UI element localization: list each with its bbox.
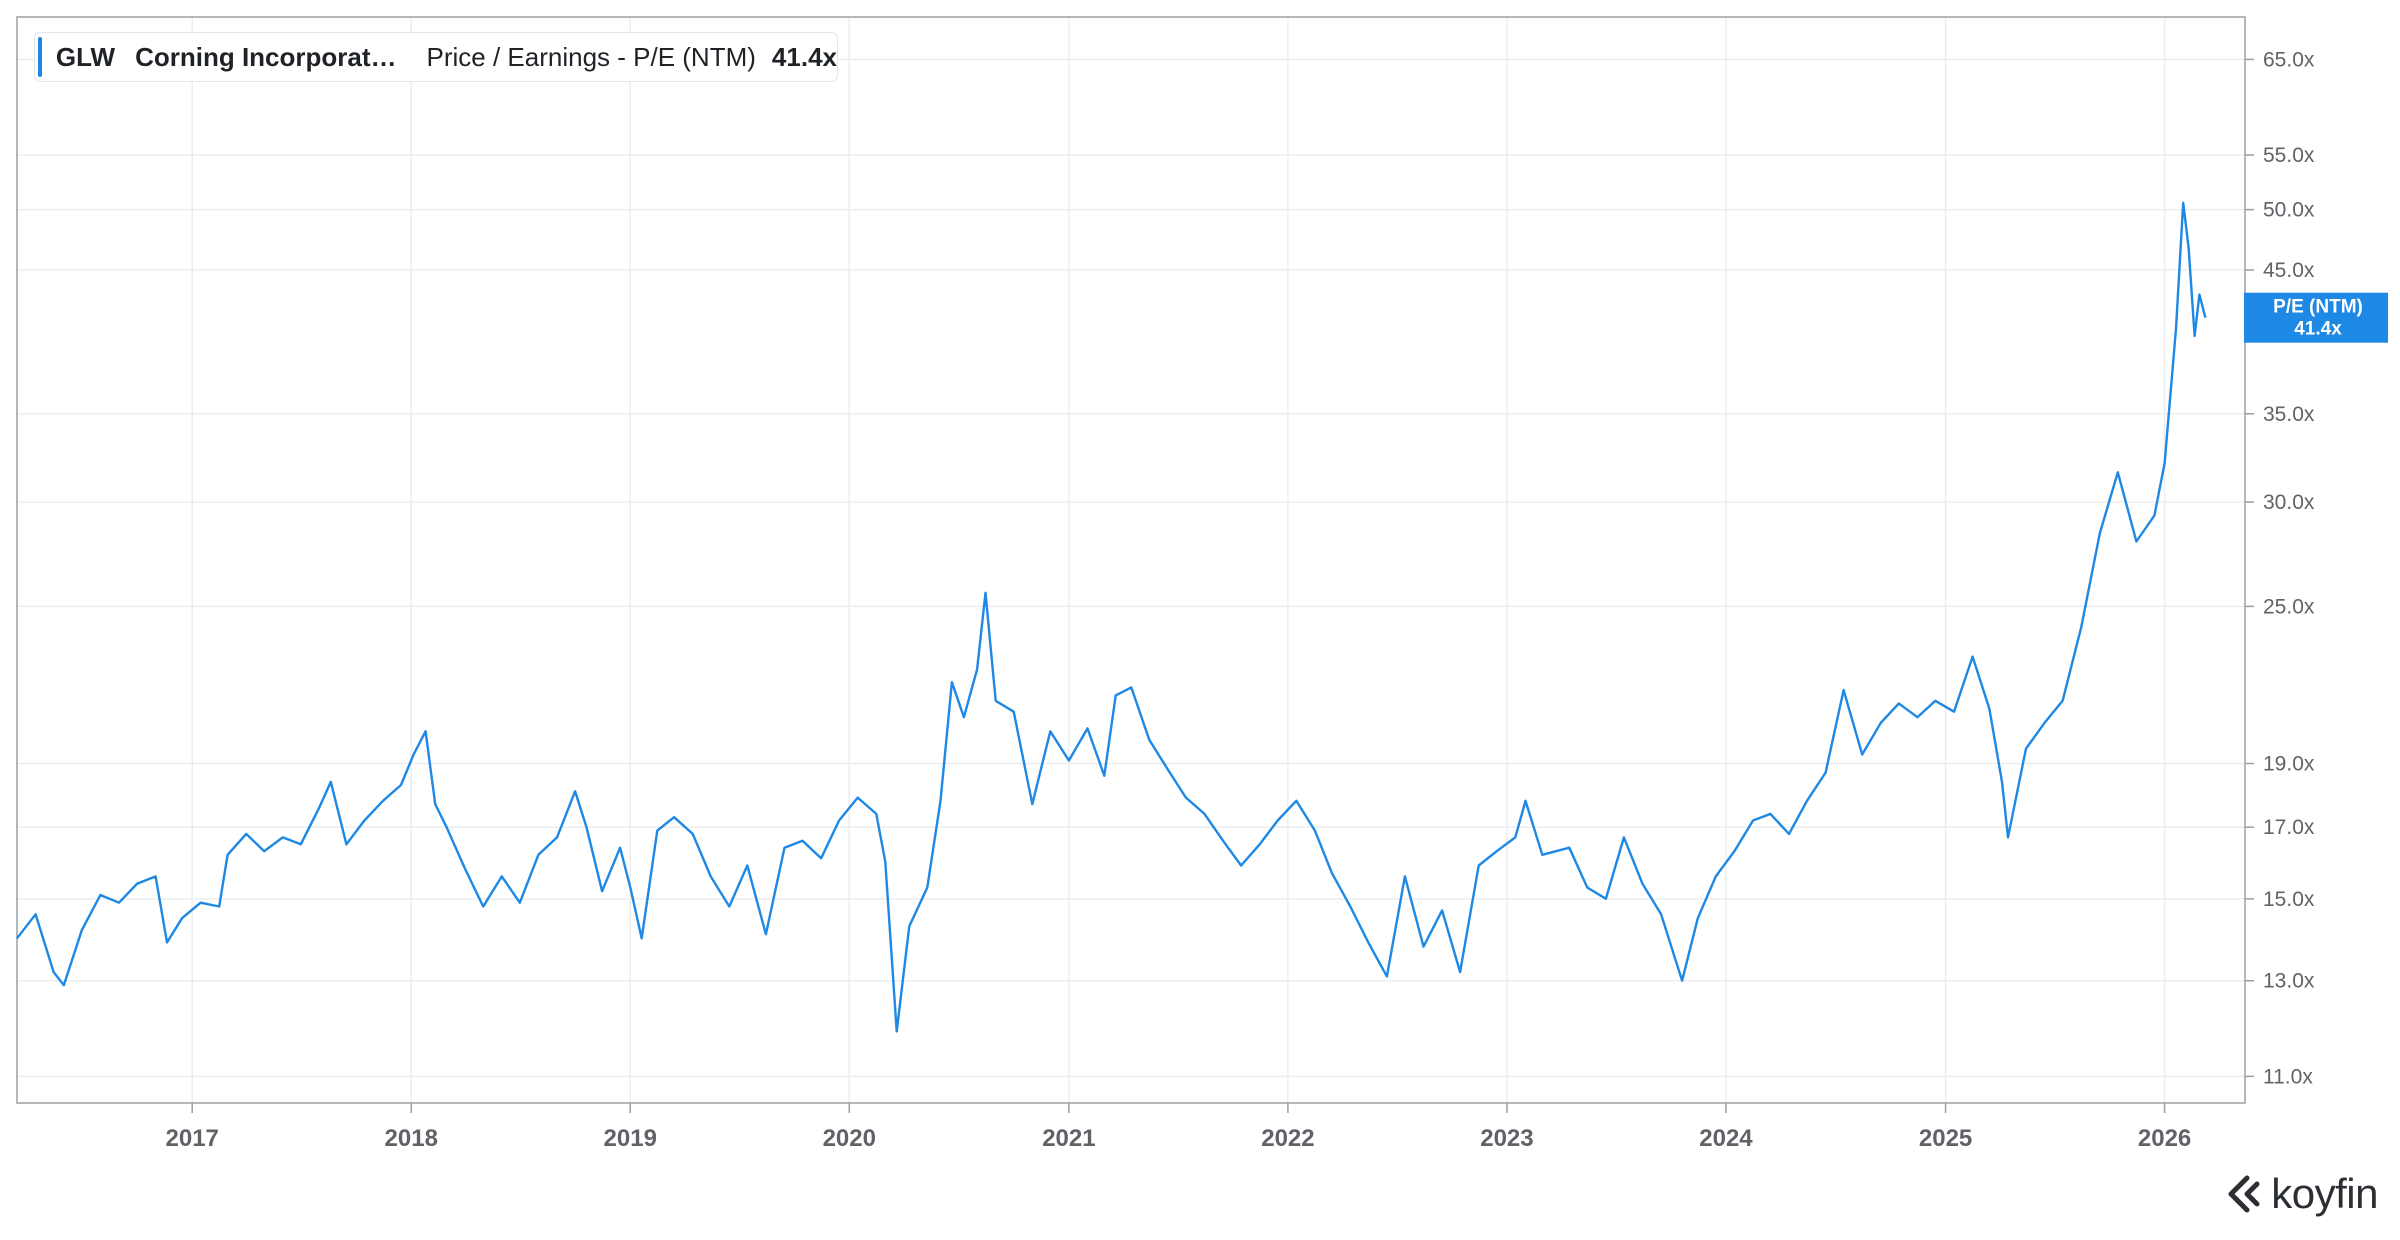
- x-tick-label: 2023: [1480, 1125, 1533, 1152]
- current-value-badge-title: P/E (NTM): [2273, 297, 2363, 318]
- x-tick-label: 2025: [1919, 1125, 1972, 1152]
- y-tick-label: 19.0x: [2263, 753, 2315, 776]
- x-tick-label: 2017: [166, 1125, 219, 1152]
- current-value-badge-bg: [2244, 292, 2388, 343]
- legend-metric-name: Price / Earnings - P/E (NTM): [426, 41, 756, 72]
- legend-ticker: GLW: [55, 41, 116, 72]
- y-tick-label: 25.0x: [2263, 595, 2315, 618]
- legend-current-value: 41.4x: [771, 41, 837, 72]
- y-tick-label: 45.0x: [2263, 259, 2315, 282]
- current-value-badge: P/E (NTM) 41.4x: [2244, 292, 2388, 343]
- y-tick-label: 50.0x: [2263, 199, 2315, 222]
- series-line-pe-ntm: [16, 201, 2207, 1033]
- y-tick-label: 17.0x: [2263, 816, 2315, 839]
- y-tick-label: 11.0x: [2263, 1065, 2313, 1088]
- koyfin-logo: koyfin: [2225, 1170, 2378, 1218]
- legend-company-name: Corning Incorporat…: [135, 41, 397, 72]
- x-tick-label: 2024: [1699, 1125, 1753, 1152]
- y-tick-label: 55.0x: [2263, 144, 2315, 167]
- plot-frame: [16, 16, 2246, 1104]
- x-tick-label: 2019: [604, 1125, 657, 1152]
- y-tick-label: 15.0x: [2263, 888, 2315, 911]
- current-value-badge-value: 41.4x: [2294, 319, 2342, 340]
- y-tick-label: 30.0x: [2263, 491, 2315, 514]
- x-tick-label: 2018: [385, 1125, 438, 1152]
- x-tick-label: 2020: [823, 1125, 876, 1152]
- y-tick-label: 65.0x: [2263, 48, 2315, 71]
- koyfin-logo-text: koyfin: [2271, 1170, 2378, 1217]
- legend[interactable]: GLW Corning Incorporat… Price / Earnings…: [34, 32, 838, 82]
- x-tick-label: 2021: [1042, 1125, 1095, 1152]
- y-tick-label: 35.0x: [2263, 403, 2315, 426]
- horizontal-gridlines: [17, 58, 2245, 1078]
- vertical-gridlines: [191, 17, 2166, 1103]
- x-axis: 2017 2018 2019 2020 2021 2022 2023 2024 2025 2026: [166, 1103, 2191, 1152]
- x-tick-label: 2026: [2138, 1125, 2191, 1152]
- x-tick-label: 2022: [1261, 1125, 1314, 1152]
- legend-color-swatch: [38, 37, 42, 77]
- koyfin-logo-icon: [2228, 1175, 2260, 1213]
- y-axis: 11.0x 13.0x 15.0x 17.0x 19.0x 25.0x 30.0x 35.0x…: [2245, 48, 2315, 1088]
- y-tick-label: 13.0x: [2263, 970, 2315, 993]
